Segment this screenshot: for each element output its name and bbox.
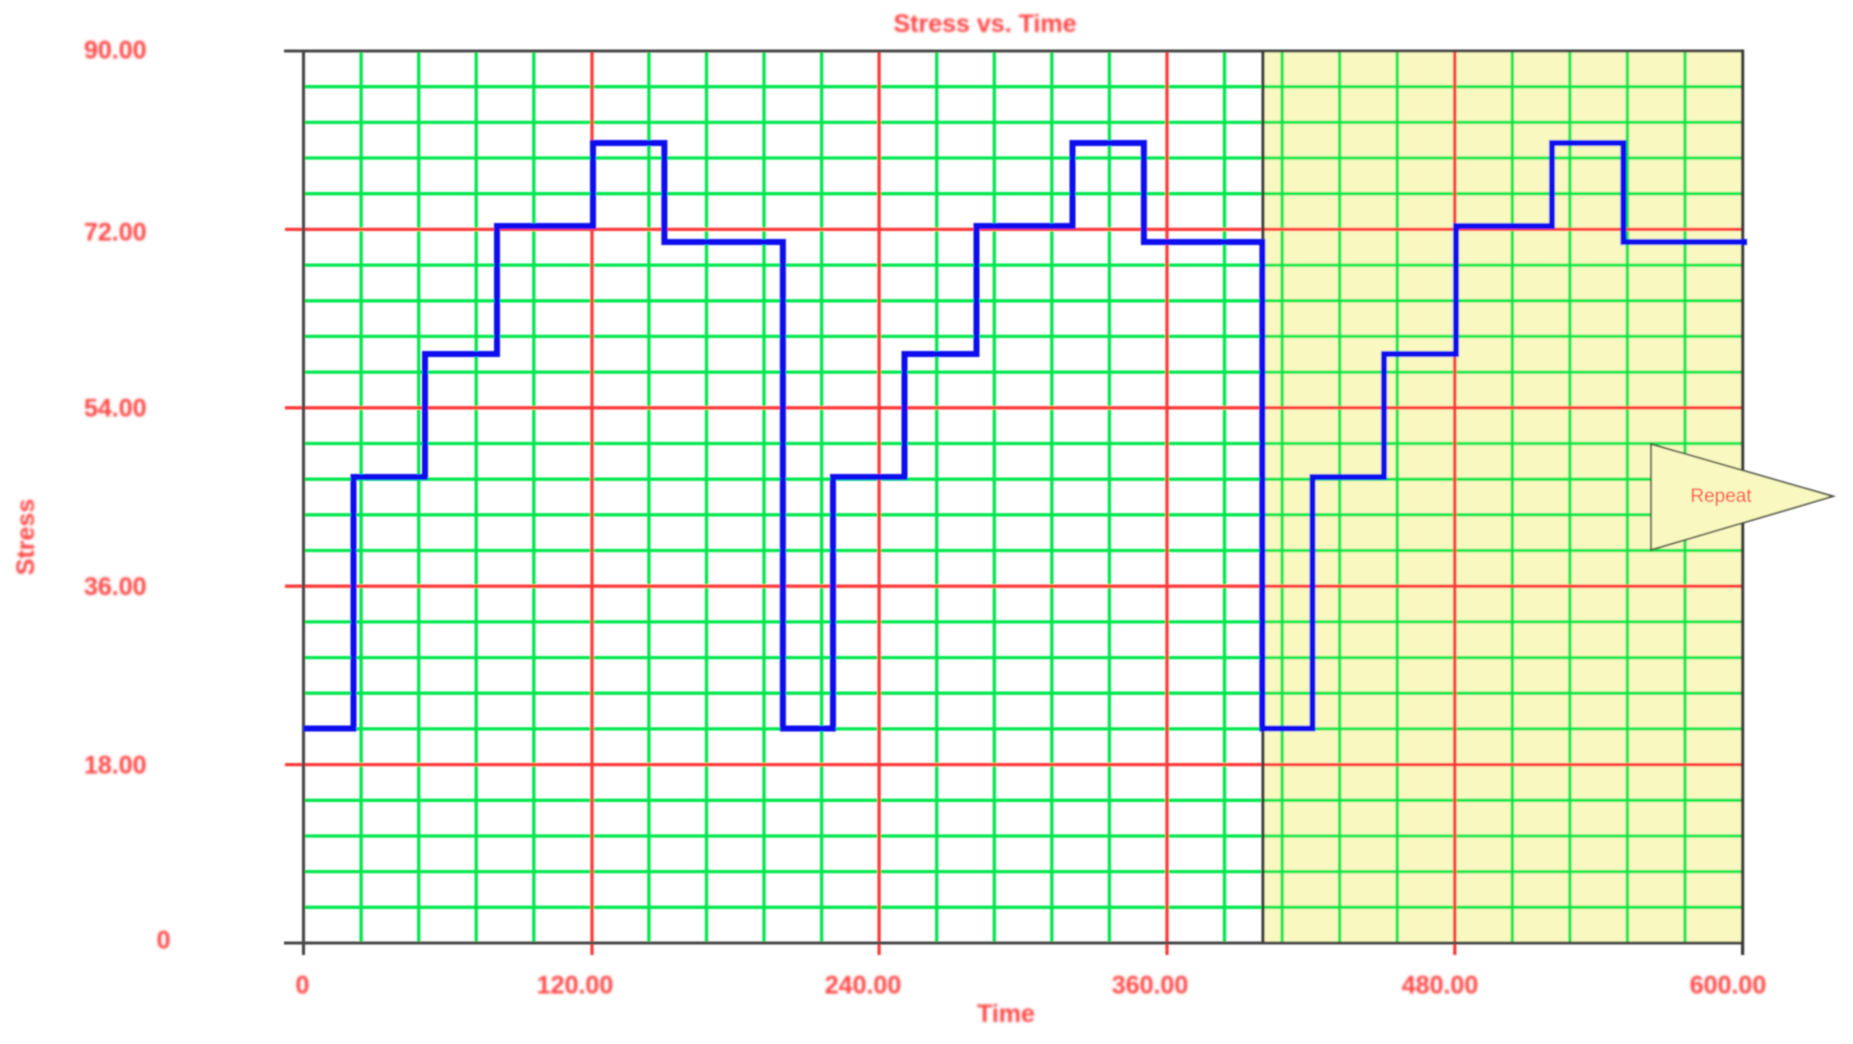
svg-text:120.00: 120.00 xyxy=(537,971,613,999)
svg-text:0: 0 xyxy=(296,971,310,999)
svg-text:360.00: 360.00 xyxy=(1112,971,1188,999)
svg-text:Repeat: Repeat xyxy=(1690,486,1752,507)
svg-text:240.00: 240.00 xyxy=(825,971,901,999)
svg-text:72.00: 72.00 xyxy=(84,219,147,247)
svg-text:90.00: 90.00 xyxy=(84,37,147,65)
svg-text:54.00: 54.00 xyxy=(84,395,147,423)
svg-text:600.00: 600.00 xyxy=(1690,971,1766,999)
svg-text:36.00: 36.00 xyxy=(84,573,147,601)
svg-text:480.00: 480.00 xyxy=(1402,971,1478,999)
svg-text:Stress vs. Time: Stress vs. Time xyxy=(894,10,1077,38)
svg-text:Time: Time xyxy=(977,1000,1035,1028)
svg-text:18.00: 18.00 xyxy=(84,752,147,780)
svg-text:Stress: Stress xyxy=(12,499,40,575)
svg-text:0: 0 xyxy=(157,927,171,955)
